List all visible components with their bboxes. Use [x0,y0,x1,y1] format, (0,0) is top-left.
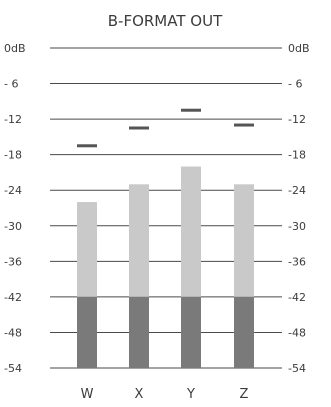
meter-bar-upper-z [234,184,254,297]
tick-label-right: -54 [288,362,306,375]
peak-hold-marker-y [181,108,201,112]
tick-label-right: - 6 [288,78,302,91]
tick-label-left: - 6 [4,78,18,91]
labels-layer: 0dB 0dB - 6 - 6 -12 -12 -18 -18 -24 -24 -30 -30 -36 -… [4,42,310,402]
bars-layer [77,166,254,368]
tick-label-right: -48 [288,326,306,339]
tick-label-right: -18 [288,149,306,162]
tick-label-right: -12 [288,113,306,126]
tick-label-right: 0dB [288,42,310,55]
channel-label-x: X [135,387,144,402]
meter-bar-lower-z [234,296,254,368]
meter-bar-lower-x [129,296,149,368]
meter-bar-upper-x [129,184,149,297]
channel-label-w: W [81,387,94,402]
tick-label-left: -42 [4,291,22,304]
tick-label-left: -54 [4,362,22,375]
peaks-layer [77,108,254,148]
tick-label-left: -48 [4,326,22,339]
tick-label-right: -24 [288,184,306,197]
tick-label-right: -30 [288,220,306,233]
peak-hold-marker-w [77,144,97,148]
channel-label-z: Z [240,387,249,402]
meter-bar-lower-w [77,296,97,368]
tick-label-right: -36 [288,255,306,268]
meter-bar-upper-w [77,202,97,297]
tick-label-left: -12 [4,113,22,126]
meter-bar-upper-y [181,166,201,297]
tick-label-left: -24 [4,184,22,197]
tick-label-right: -42 [288,291,306,304]
channel-label-y: Y [186,387,195,402]
meter-bar-lower-y [181,296,201,368]
tick-label-left: -36 [4,255,22,268]
tick-label-left: -18 [4,149,22,162]
tick-label-left: 0dB [4,42,26,55]
panel-title: B-FORMAT OUT [108,12,223,30]
tick-label-left: -30 [4,220,22,233]
peak-hold-marker-x [129,126,149,130]
peak-hold-marker-z [234,123,254,127]
